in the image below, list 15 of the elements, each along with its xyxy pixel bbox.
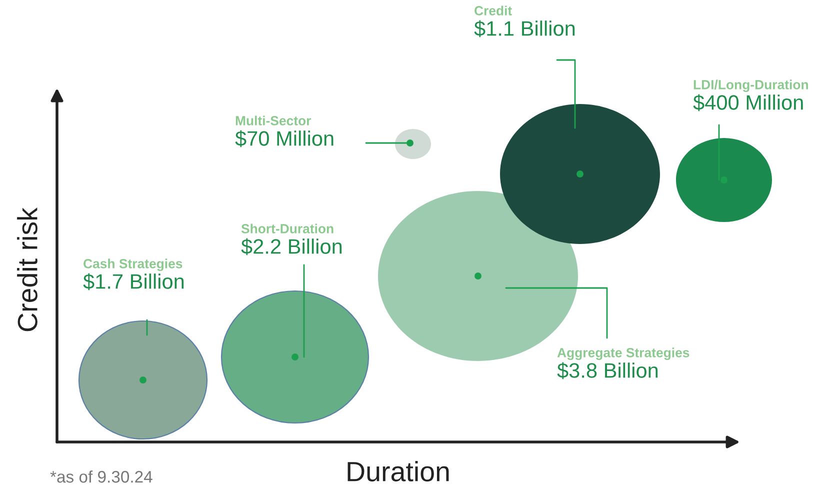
- category-label: Credit: [474, 6, 512, 16]
- category-label: Aggregate Strategies: [557, 348, 690, 360]
- category-label: Cash Strategies: [84, 258, 182, 271]
- text: Credit risk: [17, 207, 38, 332]
- category-label: LDI/Long-Duration: [694, 80, 808, 92]
- data-label: $400 Million: [693, 94, 803, 112]
- data-label: $70 Million: [235, 130, 334, 148]
- text: *as of 9.30.24: [50, 470, 152, 483]
- data-label: $3.8 Billion: [557, 362, 658, 380]
- data-label: $2.2 Billion: [241, 238, 342, 256]
- text: Duration: [348, 461, 449, 482]
- category-label: Multi-Sector: [236, 116, 312, 126]
- data-label: $1.1 Billion: [474, 20, 575, 38]
- category-label: Short-Duration: [241, 224, 334, 234]
- data-label: $1.7 Billion: [83, 273, 184, 290]
